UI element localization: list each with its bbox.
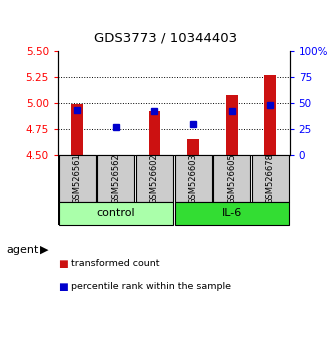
Text: percentile rank within the sample: percentile rank within the sample <box>71 282 231 291</box>
Bar <box>187 139 199 155</box>
Bar <box>149 111 160 155</box>
Text: GSM526562: GSM526562 <box>111 153 120 204</box>
Bar <box>174 155 212 202</box>
Text: transformed count: transformed count <box>71 259 160 268</box>
Text: GSM526603: GSM526603 <box>189 153 198 204</box>
Bar <box>97 155 134 202</box>
Bar <box>226 95 238 155</box>
Text: GSM526561: GSM526561 <box>73 153 82 204</box>
Bar <box>71 104 83 155</box>
Bar <box>264 75 276 155</box>
Text: GDS3773 / 10344403: GDS3773 / 10344403 <box>94 31 237 44</box>
Text: ■: ■ <box>58 282 68 292</box>
Text: ■: ■ <box>58 259 68 269</box>
Text: GSM526602: GSM526602 <box>150 153 159 204</box>
Bar <box>252 155 289 202</box>
Bar <box>59 202 173 225</box>
Text: ▶: ▶ <box>40 245 49 255</box>
Text: IL-6: IL-6 <box>221 208 242 218</box>
Bar <box>136 155 173 202</box>
Bar <box>213 155 250 202</box>
Bar <box>174 202 289 225</box>
Text: GSM526605: GSM526605 <box>227 153 236 204</box>
Text: GSM526678: GSM526678 <box>266 153 275 204</box>
Text: agent: agent <box>7 245 39 255</box>
Bar <box>59 155 96 202</box>
Text: control: control <box>97 208 135 218</box>
